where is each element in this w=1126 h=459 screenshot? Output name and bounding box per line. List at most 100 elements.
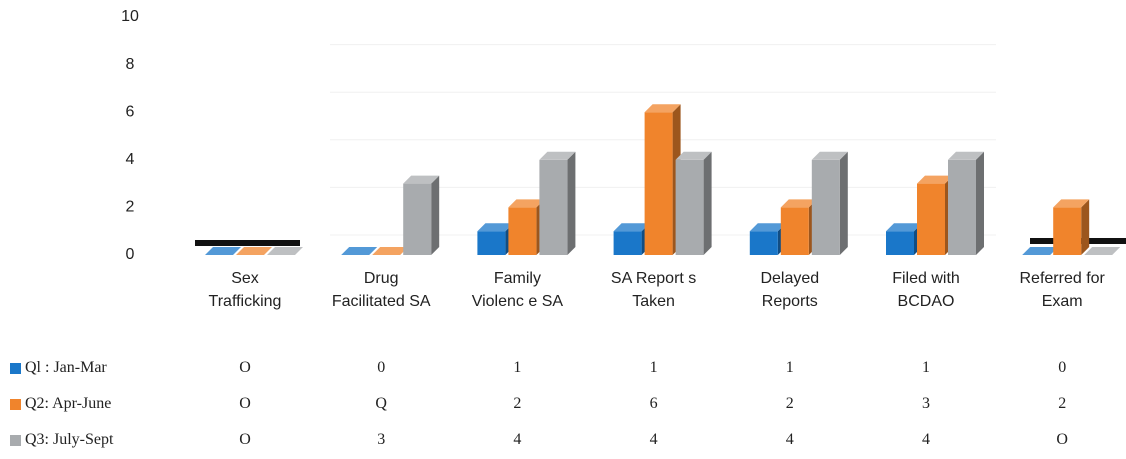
y-tick-label: 2 — [126, 199, 135, 216]
bar-top — [1022, 247, 1059, 255]
legend-swatch — [10, 362, 21, 374]
x-tick-label: Delayed Reports — [760, 270, 820, 310]
y-tick-label: 8 — [126, 56, 135, 73]
bar-side — [567, 151, 576, 255]
bar-top — [948, 151, 984, 160]
table-cell: O — [239, 431, 251, 448]
table-cell: O — [239, 359, 251, 376]
bar — [613, 223, 650, 255]
bar — [341, 247, 378, 255]
bar — [780, 199, 817, 255]
bar-top — [1084, 247, 1121, 255]
bar-top — [1053, 199, 1090, 208]
x-tick-label: Sex Trafficking — [208, 270, 282, 310]
table-cell: 3 — [922, 395, 930, 412]
bar-front — [886, 231, 914, 255]
y-tick-label: 4 — [126, 151, 135, 168]
bar-front — [613, 231, 642, 255]
x-tick-label: Filed with BCDAO — [892, 270, 960, 310]
table-cell: 4 — [922, 431, 930, 448]
bar-front — [477, 231, 506, 255]
bar-front — [948, 159, 976, 255]
bar — [1053, 199, 1090, 255]
legend-item: Ql : Jan-Mar — [10, 359, 107, 377]
x-tick-label: SA Report s Taken — [610, 270, 697, 310]
table-cell: O — [1056, 431, 1068, 448]
bar-side — [431, 175, 440, 255]
legend-swatch — [10, 398, 21, 410]
bar-front — [780, 207, 809, 255]
bar — [886, 223, 922, 255]
legend-label: Q2: Apr-June — [25, 395, 112, 412]
bar-top — [508, 199, 545, 208]
table-cell: 3 — [377, 431, 386, 448]
bar — [403, 175, 440, 255]
table-cell: 1 — [649, 359, 658, 376]
bar-top — [613, 223, 650, 232]
legend-label: Ql : Jan-Mar — [25, 359, 107, 376]
bar-top — [236, 247, 272, 255]
bar-top — [341, 247, 378, 255]
bar — [477, 223, 514, 255]
x-tick-label: Drug Facilitated SA — [331, 270, 431, 310]
legend-item: Q3: July-Sept — [10, 431, 113, 449]
table-cell: O — [239, 395, 251, 412]
x-tick-label: Family Violenc e SA — [471, 270, 564, 310]
legend-label: Q3: July-Sept — [25, 431, 114, 448]
bar-top — [372, 247, 409, 255]
table-cell: 0 — [377, 359, 386, 376]
bar-top — [267, 247, 303, 255]
bar — [749, 223, 786, 255]
bar-front — [539, 159, 568, 255]
bar — [917, 175, 953, 255]
bar-front — [1053, 207, 1082, 255]
bar-top — [917, 175, 953, 184]
bar-side — [703, 151, 712, 255]
table-cell: 6 — [649, 395, 658, 412]
table-cell: 4 — [785, 431, 794, 448]
table-cell: 2 — [1058, 395, 1067, 412]
bar-front — [811, 159, 840, 255]
table-cell: 4 — [649, 431, 658, 448]
bar-top — [811, 151, 848, 160]
bar-top — [886, 223, 922, 232]
table-cell: 2 — [513, 395, 522, 412]
bar — [539, 151, 576, 255]
bar-top — [675, 151, 712, 160]
bar-top — [644, 104, 681, 113]
y-tick-label: 10 — [121, 8, 139, 25]
bar — [675, 151, 712, 255]
bar-side — [976, 151, 984, 255]
table-cell: 0 — [1058, 359, 1067, 376]
y-tick-label: 0 — [126, 246, 135, 263]
legend-swatch — [10, 434, 21, 446]
bar-front — [403, 183, 432, 255]
bar-top — [749, 223, 786, 232]
table-cell: 4 — [513, 431, 522, 448]
baseline-marker — [195, 240, 300, 246]
bar-front — [675, 159, 704, 255]
table-cell: 2 — [785, 395, 794, 412]
bar — [508, 199, 545, 255]
bar — [236, 247, 272, 255]
table-cell: 1 — [785, 359, 794, 376]
bar-front — [644, 112, 673, 255]
bar — [205, 247, 241, 255]
bar — [1084, 247, 1121, 255]
bar — [1022, 247, 1059, 255]
bar-top — [780, 199, 817, 208]
bar — [267, 247, 303, 255]
x-tick-label: Referred for Exam — [1019, 270, 1105, 310]
bar — [811, 151, 848, 255]
table-cell: 1 — [513, 359, 522, 376]
bar-front — [917, 183, 945, 255]
bar-side — [1081, 199, 1090, 255]
table-cell: Q — [375, 395, 387, 412]
bar-front — [749, 231, 778, 255]
y-tick-label: 6 — [126, 103, 135, 120]
bar-top — [477, 223, 514, 232]
bar-top — [205, 247, 241, 255]
bar — [372, 247, 409, 255]
